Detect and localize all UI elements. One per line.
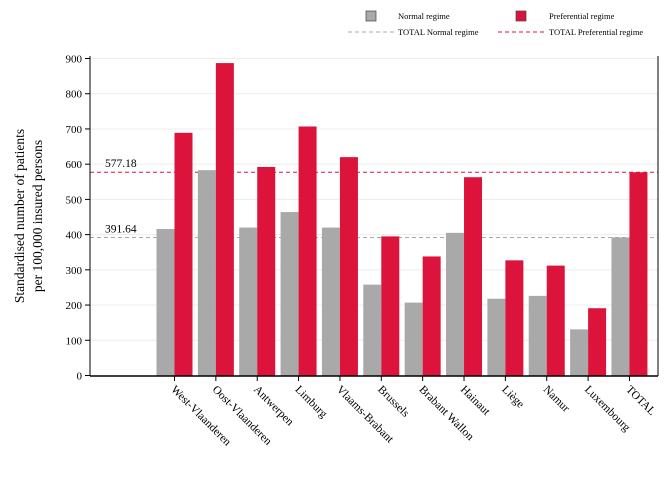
x-tick-label: Hainaut (458, 384, 493, 419)
x-tick-label: TOTAL (623, 384, 657, 418)
bar-preferential (629, 172, 648, 376)
y-tick-label: 0 (77, 371, 83, 383)
bar-normal (528, 295, 547, 376)
legend: Normal regime Preferential regime TOTAL No… (348, 10, 643, 37)
y-tick-label: 900 (66, 54, 83, 66)
bar-preferential (339, 157, 358, 376)
bar-normal (280, 212, 299, 376)
reference-line-label: 391.64 (105, 224, 137, 236)
bar-preferential (546, 265, 565, 376)
y-tick-label: 200 (66, 300, 83, 312)
reference-line-label: 577.18 (105, 158, 137, 170)
y-tick-label: 300 (66, 265, 83, 277)
bar-normal (239, 227, 258, 376)
axes (89, 56, 659, 377)
bar-normal (156, 228, 175, 376)
bar-normal (570, 329, 589, 376)
y-tick-label: 800 (66, 89, 83, 101)
y-axis-ticks: 0 100 200 300 400 500 600 700 800 900 (66, 54, 90, 383)
bar-preferential (257, 166, 276, 376)
x-tick-label: Liège (499, 384, 526, 411)
legend-label-normal: Normal regime (398, 11, 450, 21)
bar-normal (197, 170, 216, 376)
bar-preferential (464, 177, 483, 376)
y-tick-label: 500 (66, 194, 83, 206)
bar-preferential (174, 132, 193, 376)
bar-preferential (215, 63, 234, 376)
x-tick-label: Limburg (292, 384, 329, 421)
bar-normal (487, 298, 506, 376)
bar-normal (404, 302, 423, 376)
bar-preferential (422, 256, 441, 376)
y-tick-label: 600 (66, 159, 83, 171)
legend-label-total-normal: TOTAL Normal regime (398, 27, 479, 37)
legend-label-preferential: Preferential regime (549, 11, 615, 21)
y-axis-title-line: per 100,000 insured persons (30, 140, 45, 292)
y-axis-title-line: Standardised number of patients (12, 129, 27, 303)
y-axis-title: Standardised number of patients per 100,0… (12, 129, 45, 303)
x-tick-label: Brussels (375, 384, 411, 420)
bars (156, 63, 648, 376)
bar-normal (446, 232, 465, 376)
legend-label-total-preferential: TOTAL Preferential regime (549, 27, 643, 37)
bar-preferential (298, 126, 317, 376)
y-tick-label: 400 (66, 230, 83, 242)
bar-preferential (505, 260, 524, 376)
legend-swatch-normal (365, 10, 377, 22)
x-tick-label: Antwerpen (251, 384, 296, 429)
bar-normal (363, 284, 382, 376)
x-tick-label: Namur (541, 384, 572, 415)
x-axis-labels: West-VlaanderenOost-VlaanderenAntwerpenL… (168, 376, 658, 449)
bar-normal (611, 237, 630, 376)
bar-normal (321, 227, 340, 376)
bar-preferential (588, 308, 607, 376)
legend-swatch-preferential (515, 10, 527, 22)
bar-preferential (381, 236, 400, 376)
y-tick-label: 700 (66, 124, 83, 136)
y-tick-label: 100 (66, 335, 83, 347)
